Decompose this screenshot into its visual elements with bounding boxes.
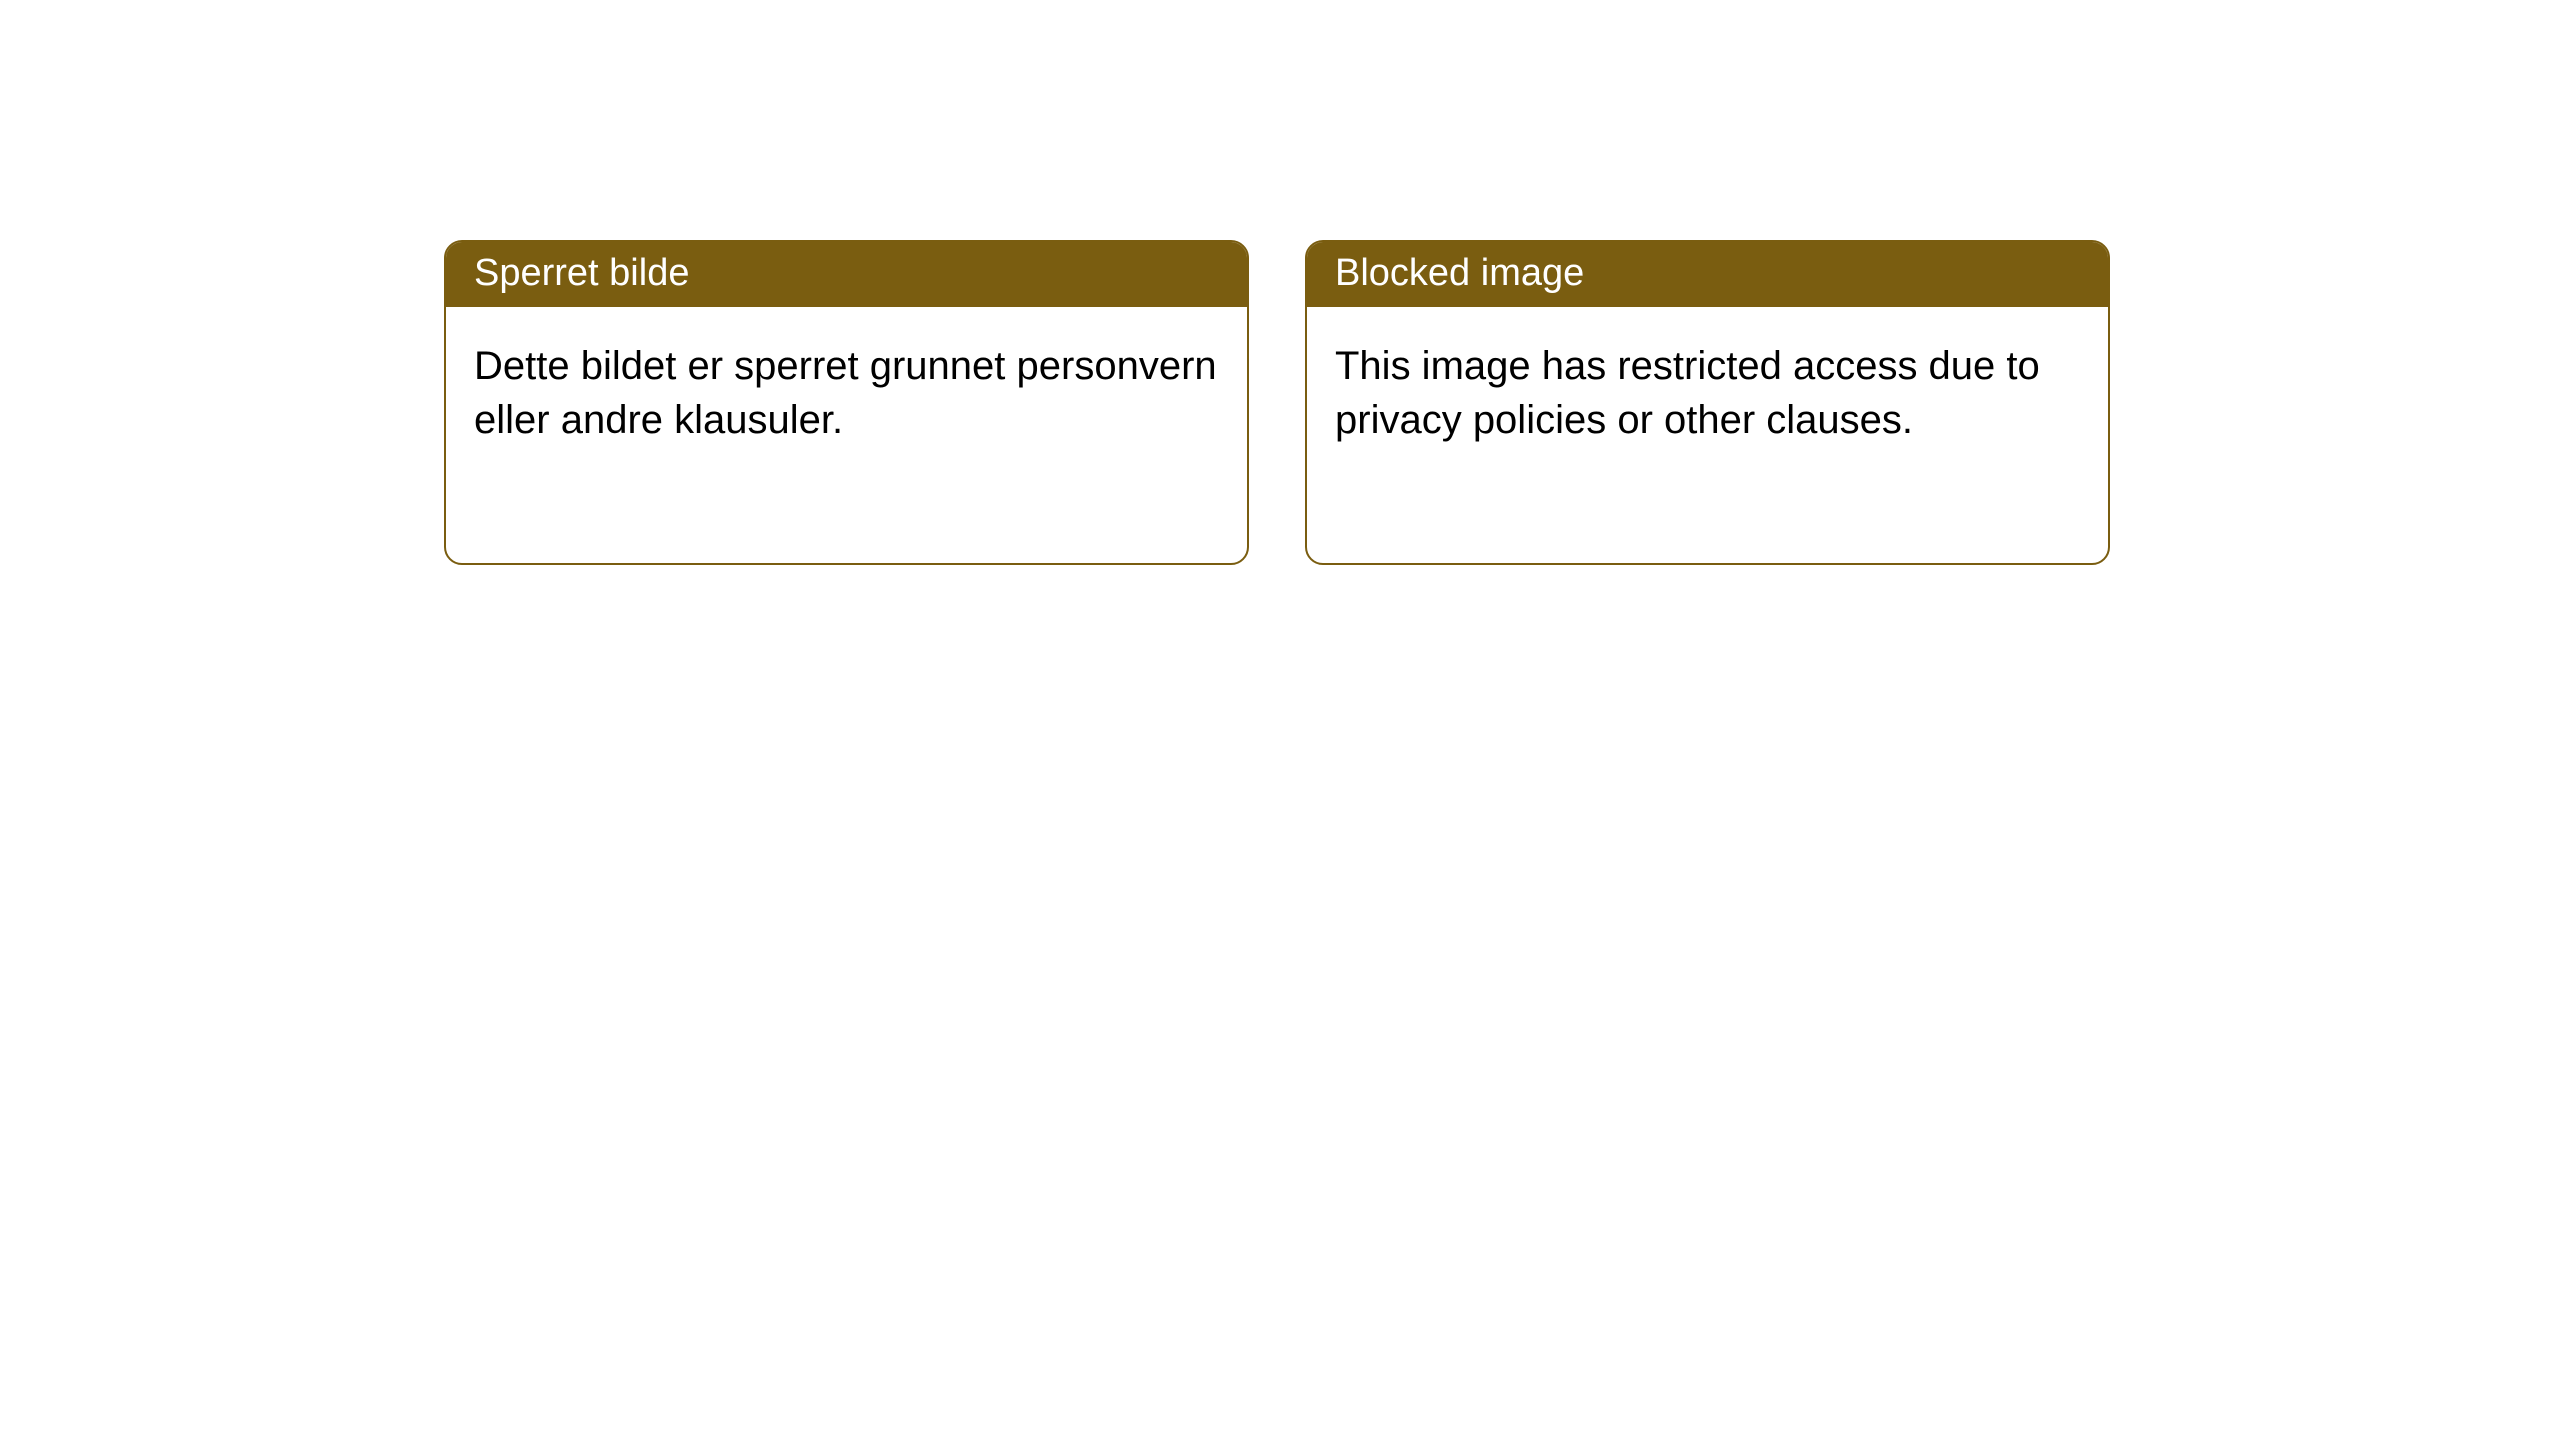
notice-box-norwegian: Sperret bilde Dette bildet er sperret gr… <box>444 240 1249 565</box>
notice-header: Sperret bilde <box>446 242 1247 307</box>
notice-title: Sperret bilde <box>474 252 689 294</box>
notice-title: Blocked image <box>1335 252 1584 294</box>
notice-body: This image has restricted access due to … <box>1307 307 2108 563</box>
notice-header: Blocked image <box>1307 242 2108 307</box>
notice-message: Dette bildet er sperret grunnet personve… <box>474 344 1217 442</box>
notice-box-english: Blocked image This image has restricted … <box>1305 240 2110 565</box>
notice-message: This image has restricted access due to … <box>1335 344 2040 442</box>
notice-body: Dette bildet er sperret grunnet personve… <box>446 307 1247 563</box>
notices-container: Sperret bilde Dette bildet er sperret gr… <box>444 240 2110 565</box>
